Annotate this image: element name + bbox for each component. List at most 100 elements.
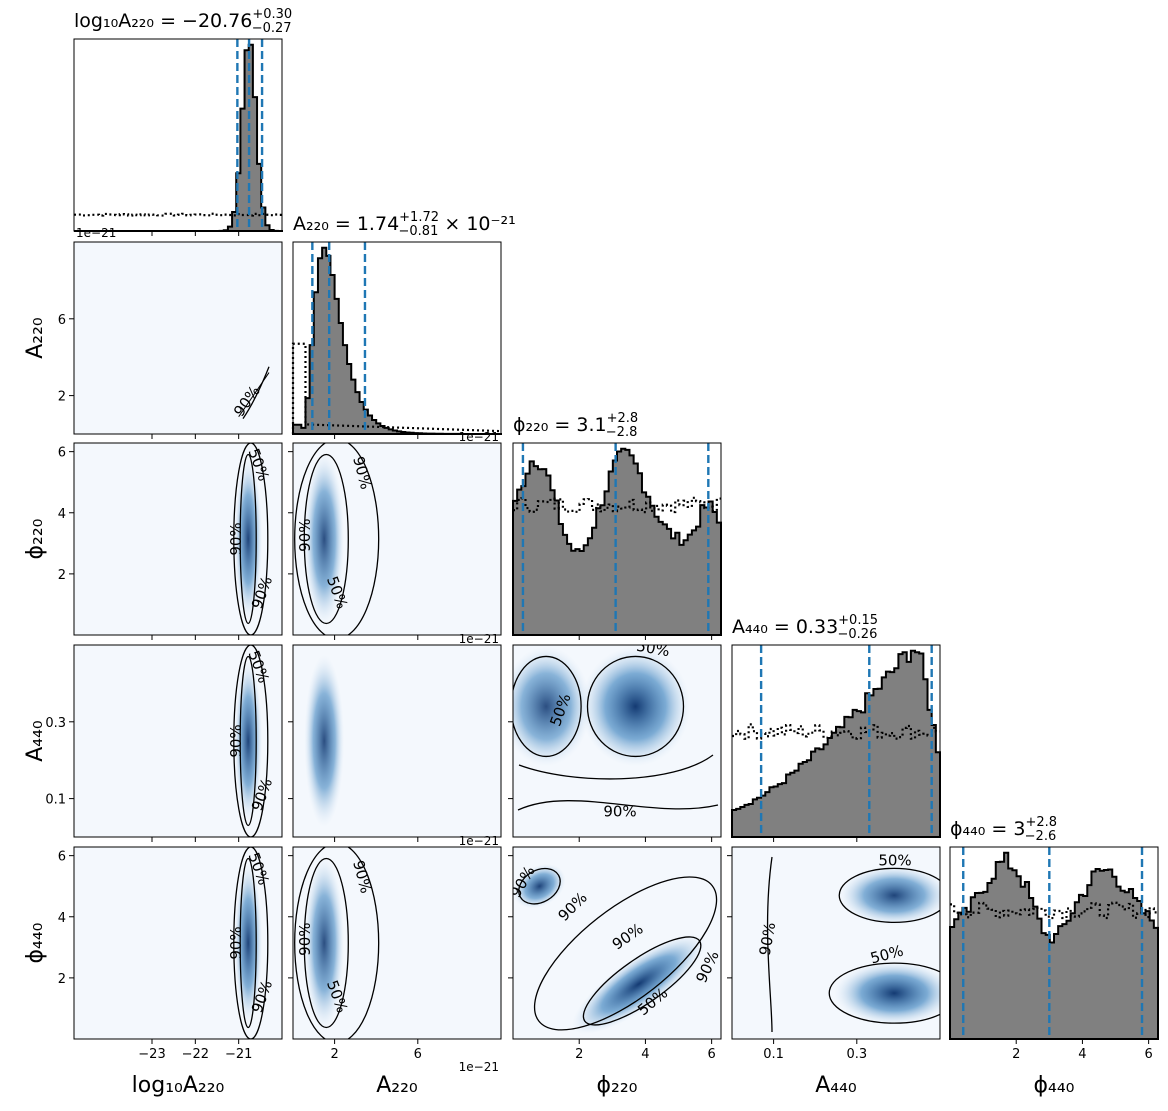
panel-logA220-A440: 50%90%90% [73, 644, 283, 838]
x-axis-label-logA220: log₁₀A₂₂₀ [132, 1073, 225, 1098]
diag-panel-phi440 [949, 846, 1159, 1040]
x-axis-label-phi440: ϕ₄₄₀ [1034, 1073, 1075, 1098]
offset-text: 1e−21 [459, 1060, 499, 1074]
offset-text: 1e−21 [459, 834, 499, 848]
contour-line [239, 655, 257, 827]
x-tick-label: 0.3 [846, 1047, 867, 1062]
x-axis-label-A220: A₂₂₀ [376, 1073, 418, 1098]
panel-A220-phi440: 90%90%50% [292, 846, 502, 1040]
y-axis-label-A440: A₄₄₀ [23, 720, 48, 762]
y-tick-label: 2 [58, 390, 66, 405]
density-blob [304, 654, 345, 828]
posterior-histogram [512, 447, 722, 636]
density-blob [513, 863, 566, 909]
x-tick-label: −21 [225, 1047, 252, 1062]
x-tick-label: −23 [138, 1047, 165, 1062]
density-blob [839, 865, 940, 926]
x-tick-label: −22 [182, 1047, 209, 1062]
contour-line [518, 867, 561, 905]
y-tick-label: 2 [58, 972, 66, 987]
y-axis-label-A220: A₂₂₀ [23, 317, 48, 359]
x-axis-label-phi220: ϕ₂₂₀ [597, 1073, 638, 1098]
contour-line [233, 443, 269, 635]
density-blob [580, 646, 691, 767]
contour-line [533, 876, 718, 1031]
panel-title-phi220: ϕ₂₂₀ = 3.1+2.8 −2.8 [513, 411, 638, 440]
prior-histogram [732, 723, 940, 740]
diag-panel-logA220 [73, 38, 283, 232]
panel-title-phi440: ϕ₄₄₀ = 3+2.8 −2.6 [950, 815, 1057, 844]
contour-line [303, 453, 349, 625]
contour-label: 90% [227, 724, 245, 757]
contour-label: 90% [227, 926, 245, 959]
x-tick-label: 2 [575, 1047, 583, 1062]
y-tick-label: 4 [58, 507, 66, 522]
contour-line [233, 847, 269, 1039]
contour-line [838, 867, 940, 924]
panel-phi220-A440: 50%50%90% [512, 644, 722, 838]
offset-text: 1e−21 [459, 632, 499, 646]
x-tick-label: 6 [707, 1047, 715, 1062]
y-tick-label: 6 [58, 313, 66, 328]
panel-A220-phi220: 90%90%50% [292, 442, 502, 636]
y-tick-label: 4 [58, 911, 66, 926]
panel-A440-phi440: 50%50%90% [731, 846, 941, 1040]
y-axis-label-phi440: ϕ₄₄₀ [23, 922, 48, 963]
y-tick-label: 6 [58, 446, 66, 461]
diag-panel-phi220 [512, 442, 722, 636]
x-tick-label: 0.1 [763, 1047, 784, 1062]
x-axis-label-A440: A₄₄₀ [815, 1073, 857, 1098]
contour-line [586, 655, 685, 758]
contour-label: 90% [296, 518, 314, 551]
contour-line [303, 857, 349, 1029]
panel-title-A220: A₂₂₀ = 1.74+1.72 −0.81 × 10⁻²¹ [293, 210, 516, 239]
y-tick-label: 2 [58, 568, 66, 583]
contour-label: 90% [603, 803, 636, 821]
density-blob [571, 933, 706, 1035]
contour-line [233, 645, 269, 837]
posterior-histogram [731, 649, 941, 838]
contour-line [828, 962, 940, 1024]
density-blob [513, 646, 592, 767]
x-tick-label: 4 [1078, 1047, 1086, 1062]
contour-label: 90% [756, 921, 780, 957]
contour-label: 90% [296, 922, 314, 955]
contour-line [294, 443, 380, 635]
diag-panel-A440 [731, 644, 941, 838]
contour-line [517, 754, 719, 811]
offset-text: 1e−21 [459, 430, 499, 444]
contour-label: 50% [878, 852, 911, 870]
density-blob [304, 856, 345, 1030]
panel-logA220-A220: 90% [73, 241, 283, 435]
panel-phi220-phi440: 90%90%50%90%90% [512, 846, 722, 1040]
contour-label: 90% [227, 522, 245, 555]
diag-panel-A220 [291, 241, 502, 435]
contour-line [294, 847, 380, 1039]
offset-text: 1e−21 [76, 226, 116, 240]
density-blob [834, 961, 940, 1026]
x-tick-label: 2 [1012, 1047, 1020, 1062]
prior-histogram [950, 901, 1158, 920]
x-tick-label: 4 [641, 1047, 649, 1062]
contour-line [239, 453, 257, 625]
x-tick-label: 6 [1144, 1047, 1152, 1062]
y-tick-label: 0.1 [45, 793, 66, 808]
y-tick-label: 0.3 [45, 716, 66, 731]
y-axis-label-phi220: ϕ₂₂₀ [23, 518, 48, 559]
x-tick-label: 6 [414, 1047, 422, 1062]
panel-logA220-phi440: 50%90%90% [73, 846, 283, 1040]
panel-logA220-phi220: 50%90%90% [73, 442, 283, 636]
contour-line [242, 366, 270, 420]
posterior-histogram [949, 851, 1159, 1040]
contour-line [766, 856, 773, 1033]
prior-histogram [74, 212, 282, 217]
panel-A220-A440 [292, 644, 502, 838]
x-tick-label: 2 [330, 1047, 338, 1062]
prior-histogram [513, 496, 721, 514]
y-tick-label: 6 [58, 850, 66, 865]
density-blob [304, 452, 345, 626]
panel-title-A440: A₄₄₀ = 0.33+0.15 −0.26 [732, 613, 878, 642]
contour-line [513, 655, 582, 758]
